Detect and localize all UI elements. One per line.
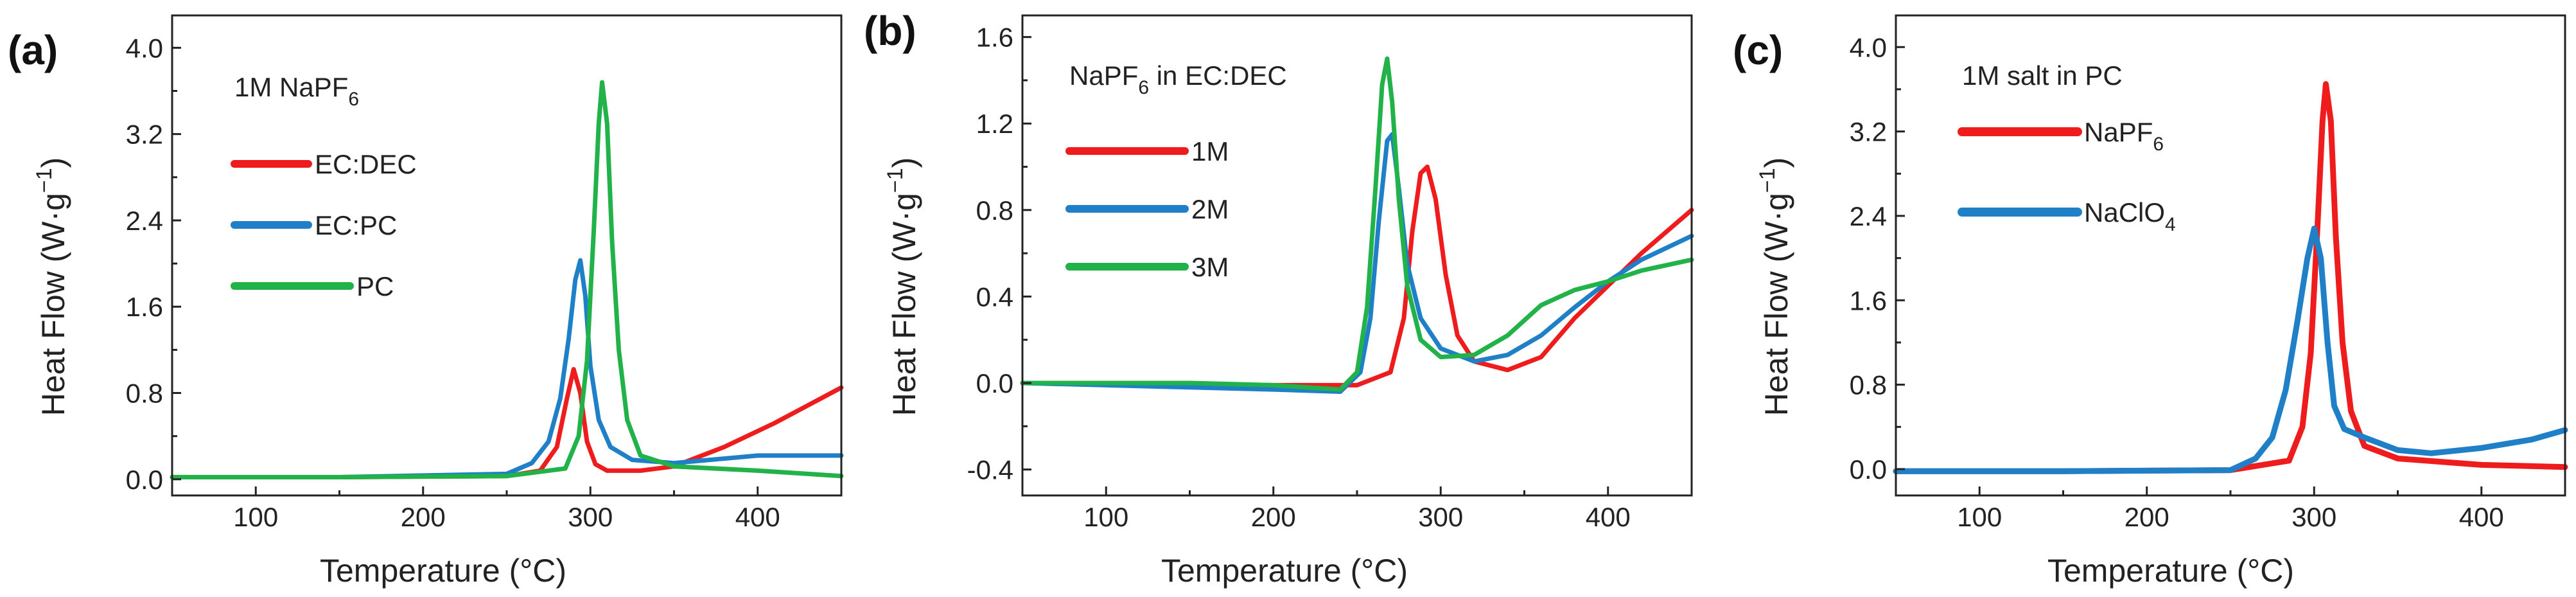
x-tick-label: 100 bbox=[1083, 502, 1128, 532]
y-axis-label: Heat Flow (W·g−1) bbox=[32, 157, 71, 416]
x-tick-label: 300 bbox=[1418, 502, 1463, 532]
x-tick-label: 200 bbox=[2125, 502, 2169, 532]
plot-frame bbox=[1895, 14, 2566, 497]
y-axis-label: Heat Flow (W·g−1) bbox=[1755, 157, 1794, 416]
x-tick-label: 300 bbox=[2291, 502, 2336, 532]
y-tick-label: 0.4 bbox=[976, 281, 1013, 312]
y-tick-label: 0.0 bbox=[976, 368, 1013, 398]
series-line-pc bbox=[170, 80, 844, 479]
y-tick-label: 0.8 bbox=[126, 379, 163, 409]
series-line-naclo bbox=[1893, 226, 2568, 474]
panel-label: (a) bbox=[8, 27, 58, 73]
x-tick-label: 200 bbox=[401, 502, 446, 532]
legend-title: NaPF6 in EC:DEC bbox=[1069, 60, 1287, 98]
series-line-ec-dec bbox=[170, 367, 844, 479]
svg-text:Heat Flow (W·g−1): Heat Flow (W·g−1) bbox=[883, 157, 922, 416]
x-tick-label: 400 bbox=[1586, 502, 1631, 532]
x-tick-label: 300 bbox=[568, 502, 613, 532]
series-line-3m bbox=[1020, 56, 1694, 392]
y-tick-label: 1.6 bbox=[976, 22, 1013, 53]
x-tick-label: 400 bbox=[2459, 502, 2504, 532]
panel-a: (a) Heat Flow (W·g−1) Temperature (°C) 1… bbox=[8, 14, 844, 589]
y-tick-label: 3.2 bbox=[126, 120, 163, 150]
y-tick-label: -0.4 bbox=[967, 455, 1013, 485]
x-axis-label: Temperature (°C) bbox=[1161, 553, 1408, 589]
legend: EC:DEC EC:PC PC bbox=[231, 149, 417, 301]
panel-c: (c) Heat Flow (W·g−1) Temperature (°C) 1… bbox=[1733, 14, 2568, 589]
x-axis-label: Temperature (°C) bbox=[320, 553, 566, 589]
panel-label: (c) bbox=[1733, 27, 1783, 73]
legend-label-3m: 3M bbox=[1191, 252, 1229, 282]
x-axis-label: Temperature (°C) bbox=[2047, 553, 2294, 589]
x-tick-label: 200 bbox=[1251, 502, 1296, 532]
y-tick-label: 2.4 bbox=[126, 206, 163, 236]
series-line-ec-pc bbox=[170, 258, 844, 479]
y-tick-label: 2.4 bbox=[1850, 201, 1887, 231]
legend-label-1m: 1M bbox=[1191, 136, 1229, 166]
legend-label-pc: PC bbox=[356, 271, 394, 301]
legend-label-ec-dec: EC:DEC bbox=[315, 149, 417, 179]
y-tick-label: 0.0 bbox=[1850, 454, 1887, 485]
x-tick-label: 100 bbox=[1957, 502, 2002, 532]
series-line-1m bbox=[1020, 165, 1694, 388]
y-tick-label: 4.0 bbox=[1850, 32, 1887, 62]
y-tick-label: 0.8 bbox=[1850, 370, 1887, 400]
x-tick-label: 100 bbox=[233, 502, 278, 532]
y-tick-label: 1.6 bbox=[1850, 285, 1887, 316]
panel-b: (b) Heat Flow (W·g−1) Temperature (°C) 1… bbox=[864, 8, 1694, 589]
plot-frame bbox=[171, 14, 843, 497]
legend-label-2m: 2M bbox=[1191, 194, 1229, 224]
y-tick-label: 3.2 bbox=[1850, 117, 1887, 147]
y-tick-label: 1.6 bbox=[126, 292, 163, 322]
x-tick-label: 400 bbox=[735, 502, 780, 532]
svg-text:Heat Flow (W·g−1): Heat Flow (W·g−1) bbox=[1755, 157, 1794, 416]
legend-label-naclo4: NaClO4 bbox=[2084, 197, 2176, 235]
y-tick-label: 0.0 bbox=[126, 465, 163, 495]
legend-title: 1M salt in PC bbox=[1962, 60, 2123, 91]
svg-text:Heat Flow (W·g−1): Heat Flow (W·g−1) bbox=[32, 157, 71, 416]
legend-title: 1M NaPF6 bbox=[234, 72, 359, 110]
y-tick-label: 1.2 bbox=[976, 109, 1013, 139]
y-axis-label: Heat Flow (W·g−1) bbox=[883, 157, 922, 416]
legend-label-ec-pc: EC:PC bbox=[315, 210, 397, 240]
series-line-napf bbox=[1893, 81, 2568, 474]
y-tick-label: 0.8 bbox=[976, 195, 1013, 226]
panel-label: (b) bbox=[864, 8, 916, 54]
y-tick-label: 4.0 bbox=[126, 33, 163, 63]
legend-label-napf6: NaPF6 bbox=[2084, 117, 2164, 155]
legend: 1M 2M 3M bbox=[1065, 136, 1229, 282]
plot-frame bbox=[1021, 14, 1693, 497]
legend: NaPF6 NaClO4 bbox=[1958, 117, 2176, 235]
